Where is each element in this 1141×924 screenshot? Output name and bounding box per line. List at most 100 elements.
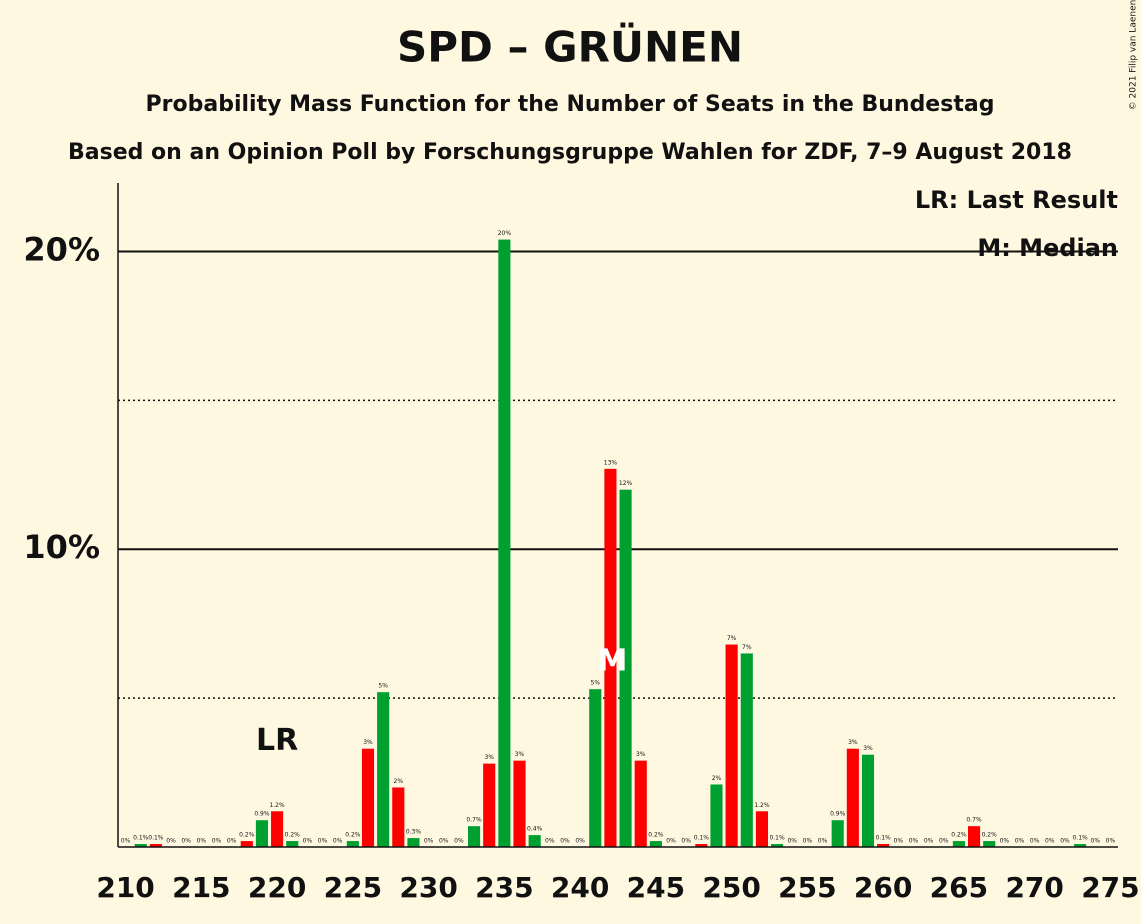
value-label: 0%: [924, 838, 934, 845]
value-label: 0.4%: [527, 826, 543, 833]
x-tick-label: 275: [1081, 871, 1139, 904]
value-label: 0%: [227, 838, 237, 845]
value-label: 0%: [333, 838, 343, 845]
x-tick-label: 235: [475, 871, 533, 904]
value-label: 0.2%: [239, 832, 255, 839]
value-label: 0.2%: [345, 832, 361, 839]
value-label: 0%: [787, 838, 797, 845]
bar: [695, 844, 708, 847]
value-label: 2%: [394, 778, 404, 785]
value-label: 0%: [1060, 838, 1070, 845]
value-label: 0%: [681, 838, 691, 845]
value-label: 0%: [666, 838, 676, 845]
x-tick-label: 215: [172, 871, 230, 904]
bar: [952, 841, 965, 847]
value-label: 0.1%: [148, 835, 164, 842]
bar: [392, 787, 405, 847]
value-label: 0%: [303, 838, 313, 845]
bar: [968, 826, 981, 847]
value-label: 0.2%: [648, 832, 664, 839]
x-tick-label: 210: [96, 871, 154, 904]
value-label: 0%: [560, 838, 570, 845]
x-tick-label: 230: [399, 871, 457, 904]
value-label: 0%: [1030, 838, 1040, 845]
value-label: 0%: [318, 838, 328, 845]
value-label: 20%: [498, 230, 512, 237]
bar: [771, 844, 784, 847]
value-label: 0%: [197, 838, 207, 845]
bar: [634, 760, 647, 847]
value-label: 3%: [636, 751, 646, 758]
bar: [983, 841, 996, 847]
value-label: 7%: [727, 635, 737, 642]
bar: [831, 820, 844, 847]
value-label: 0%: [439, 838, 449, 845]
bar: [498, 239, 511, 848]
last-result-marker: LR: [256, 723, 298, 758]
bar: [377, 692, 390, 847]
x-tick-label: 260: [854, 871, 912, 904]
x-tick-label: 220: [248, 871, 306, 904]
value-label: 0.1%: [694, 835, 710, 842]
bar: [861, 754, 875, 847]
value-label: 0.9%: [254, 811, 270, 818]
value-label: 0%: [1000, 838, 1010, 845]
value-label: 2%: [712, 775, 722, 782]
value-label: 0%: [803, 838, 813, 845]
value-label: 0.1%: [876, 835, 892, 842]
bar: [513, 760, 526, 847]
bar: [877, 844, 890, 847]
value-label: 0.9%: [830, 811, 846, 818]
legend-entry: M: Median: [977, 234, 1118, 262]
bar: [528, 835, 541, 847]
bar: [589, 689, 602, 847]
x-tick-label: 265: [930, 871, 988, 904]
value-label: 5%: [591, 680, 601, 687]
x-tick-label: 240: [551, 871, 609, 904]
value-label: 0.1%: [1072, 835, 1088, 842]
chart-title: SPD – GRÜNEN: [397, 22, 743, 72]
bar: [649, 841, 662, 847]
value-label: 0%: [1091, 838, 1101, 845]
value-label: 0%: [545, 838, 555, 845]
bar: [134, 844, 147, 847]
value-label: 0%: [818, 838, 828, 845]
value-label: 0.2%: [951, 832, 967, 839]
value-label: 1.2%: [754, 802, 770, 809]
bar: [271, 811, 284, 847]
value-label: 0%: [212, 838, 222, 845]
value-label: 7%: [742, 644, 752, 651]
value-label: 0%: [1106, 838, 1116, 845]
value-label: 0.1%: [769, 835, 785, 842]
bar: [725, 644, 738, 847]
value-label: 3%: [515, 751, 525, 758]
value-label: 5%: [378, 683, 388, 690]
x-tick-label: 225: [324, 871, 382, 904]
bar: [407, 838, 420, 847]
bar: [710, 784, 723, 847]
value-label: 0.3%: [406, 829, 422, 836]
bar: [149, 844, 162, 847]
bar: [604, 468, 617, 847]
bar: [740, 653, 753, 847]
value-label: 0%: [575, 838, 585, 845]
value-label: 0.2%: [285, 832, 301, 839]
value-label: 0%: [121, 838, 131, 845]
value-label: 13%: [604, 459, 618, 466]
median-marker: M: [597, 644, 627, 679]
value-label: 0%: [1045, 838, 1055, 845]
value-label: 0%: [939, 838, 949, 845]
value-label: 0.7%: [466, 817, 482, 824]
value-label: 0%: [424, 838, 434, 845]
value-label: 3%: [484, 754, 494, 761]
chart-subtitle: Based on an Opinion Poll by Forschungsgr…: [68, 140, 1072, 165]
legend-entry: LR: Last Result: [915, 186, 1118, 214]
value-label: 0.7%: [966, 817, 982, 824]
value-label: 3%: [848, 739, 858, 746]
bar: [240, 841, 253, 847]
copyright: © 2021 Filip van Laenen: [1129, 0, 1139, 110]
value-label: 0%: [181, 838, 191, 845]
